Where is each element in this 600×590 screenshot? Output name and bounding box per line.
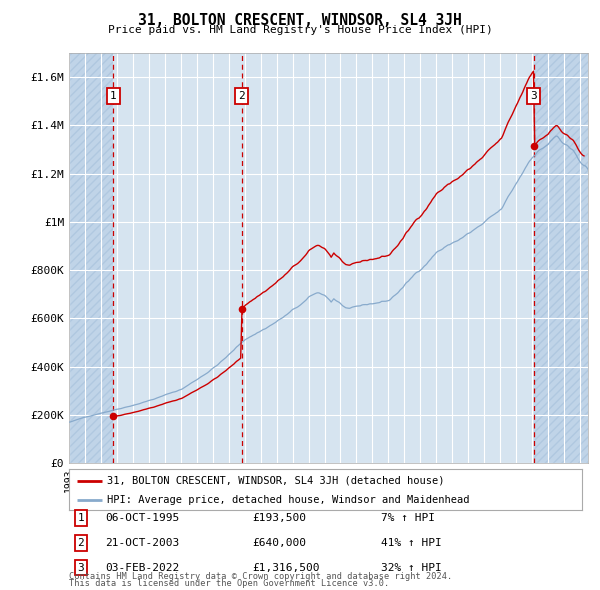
Text: £193,500: £193,500 — [252, 513, 306, 523]
Text: Price paid vs. HM Land Registry's House Price Index (HPI): Price paid vs. HM Land Registry's House … — [107, 25, 493, 35]
Text: 1: 1 — [110, 91, 116, 101]
Text: 32% ↑ HPI: 32% ↑ HPI — [381, 563, 442, 572]
Bar — [533, 53, 588, 463]
Text: £640,000: £640,000 — [252, 538, 306, 548]
Text: Contains HM Land Registry data © Crown copyright and database right 2024.: Contains HM Land Registry data © Crown c… — [69, 572, 452, 581]
Text: HPI: Average price, detached house, Windsor and Maidenhead: HPI: Average price, detached house, Wind… — [107, 495, 470, 505]
Text: 21-OCT-2003: 21-OCT-2003 — [105, 538, 179, 548]
Text: 41% ↑ HPI: 41% ↑ HPI — [381, 538, 442, 548]
Text: 3: 3 — [77, 563, 85, 572]
Text: 2: 2 — [77, 538, 85, 548]
Bar — [69, 53, 113, 463]
Text: 2: 2 — [238, 91, 245, 101]
Text: £1,316,500: £1,316,500 — [252, 563, 320, 572]
Text: 7% ↑ HPI: 7% ↑ HPI — [381, 513, 435, 523]
Text: This data is licensed under the Open Government Licence v3.0.: This data is licensed under the Open Gov… — [69, 579, 389, 588]
Text: 31, BOLTON CRESCENT, WINDSOR, SL4 3JH (detached house): 31, BOLTON CRESCENT, WINDSOR, SL4 3JH (d… — [107, 476, 445, 486]
Text: 3: 3 — [530, 91, 537, 101]
Text: 1: 1 — [77, 513, 85, 523]
Text: 06-OCT-1995: 06-OCT-1995 — [105, 513, 179, 523]
Text: 03-FEB-2022: 03-FEB-2022 — [105, 563, 179, 572]
Text: 31, BOLTON CRESCENT, WINDSOR, SL4 3JH: 31, BOLTON CRESCENT, WINDSOR, SL4 3JH — [138, 13, 462, 28]
